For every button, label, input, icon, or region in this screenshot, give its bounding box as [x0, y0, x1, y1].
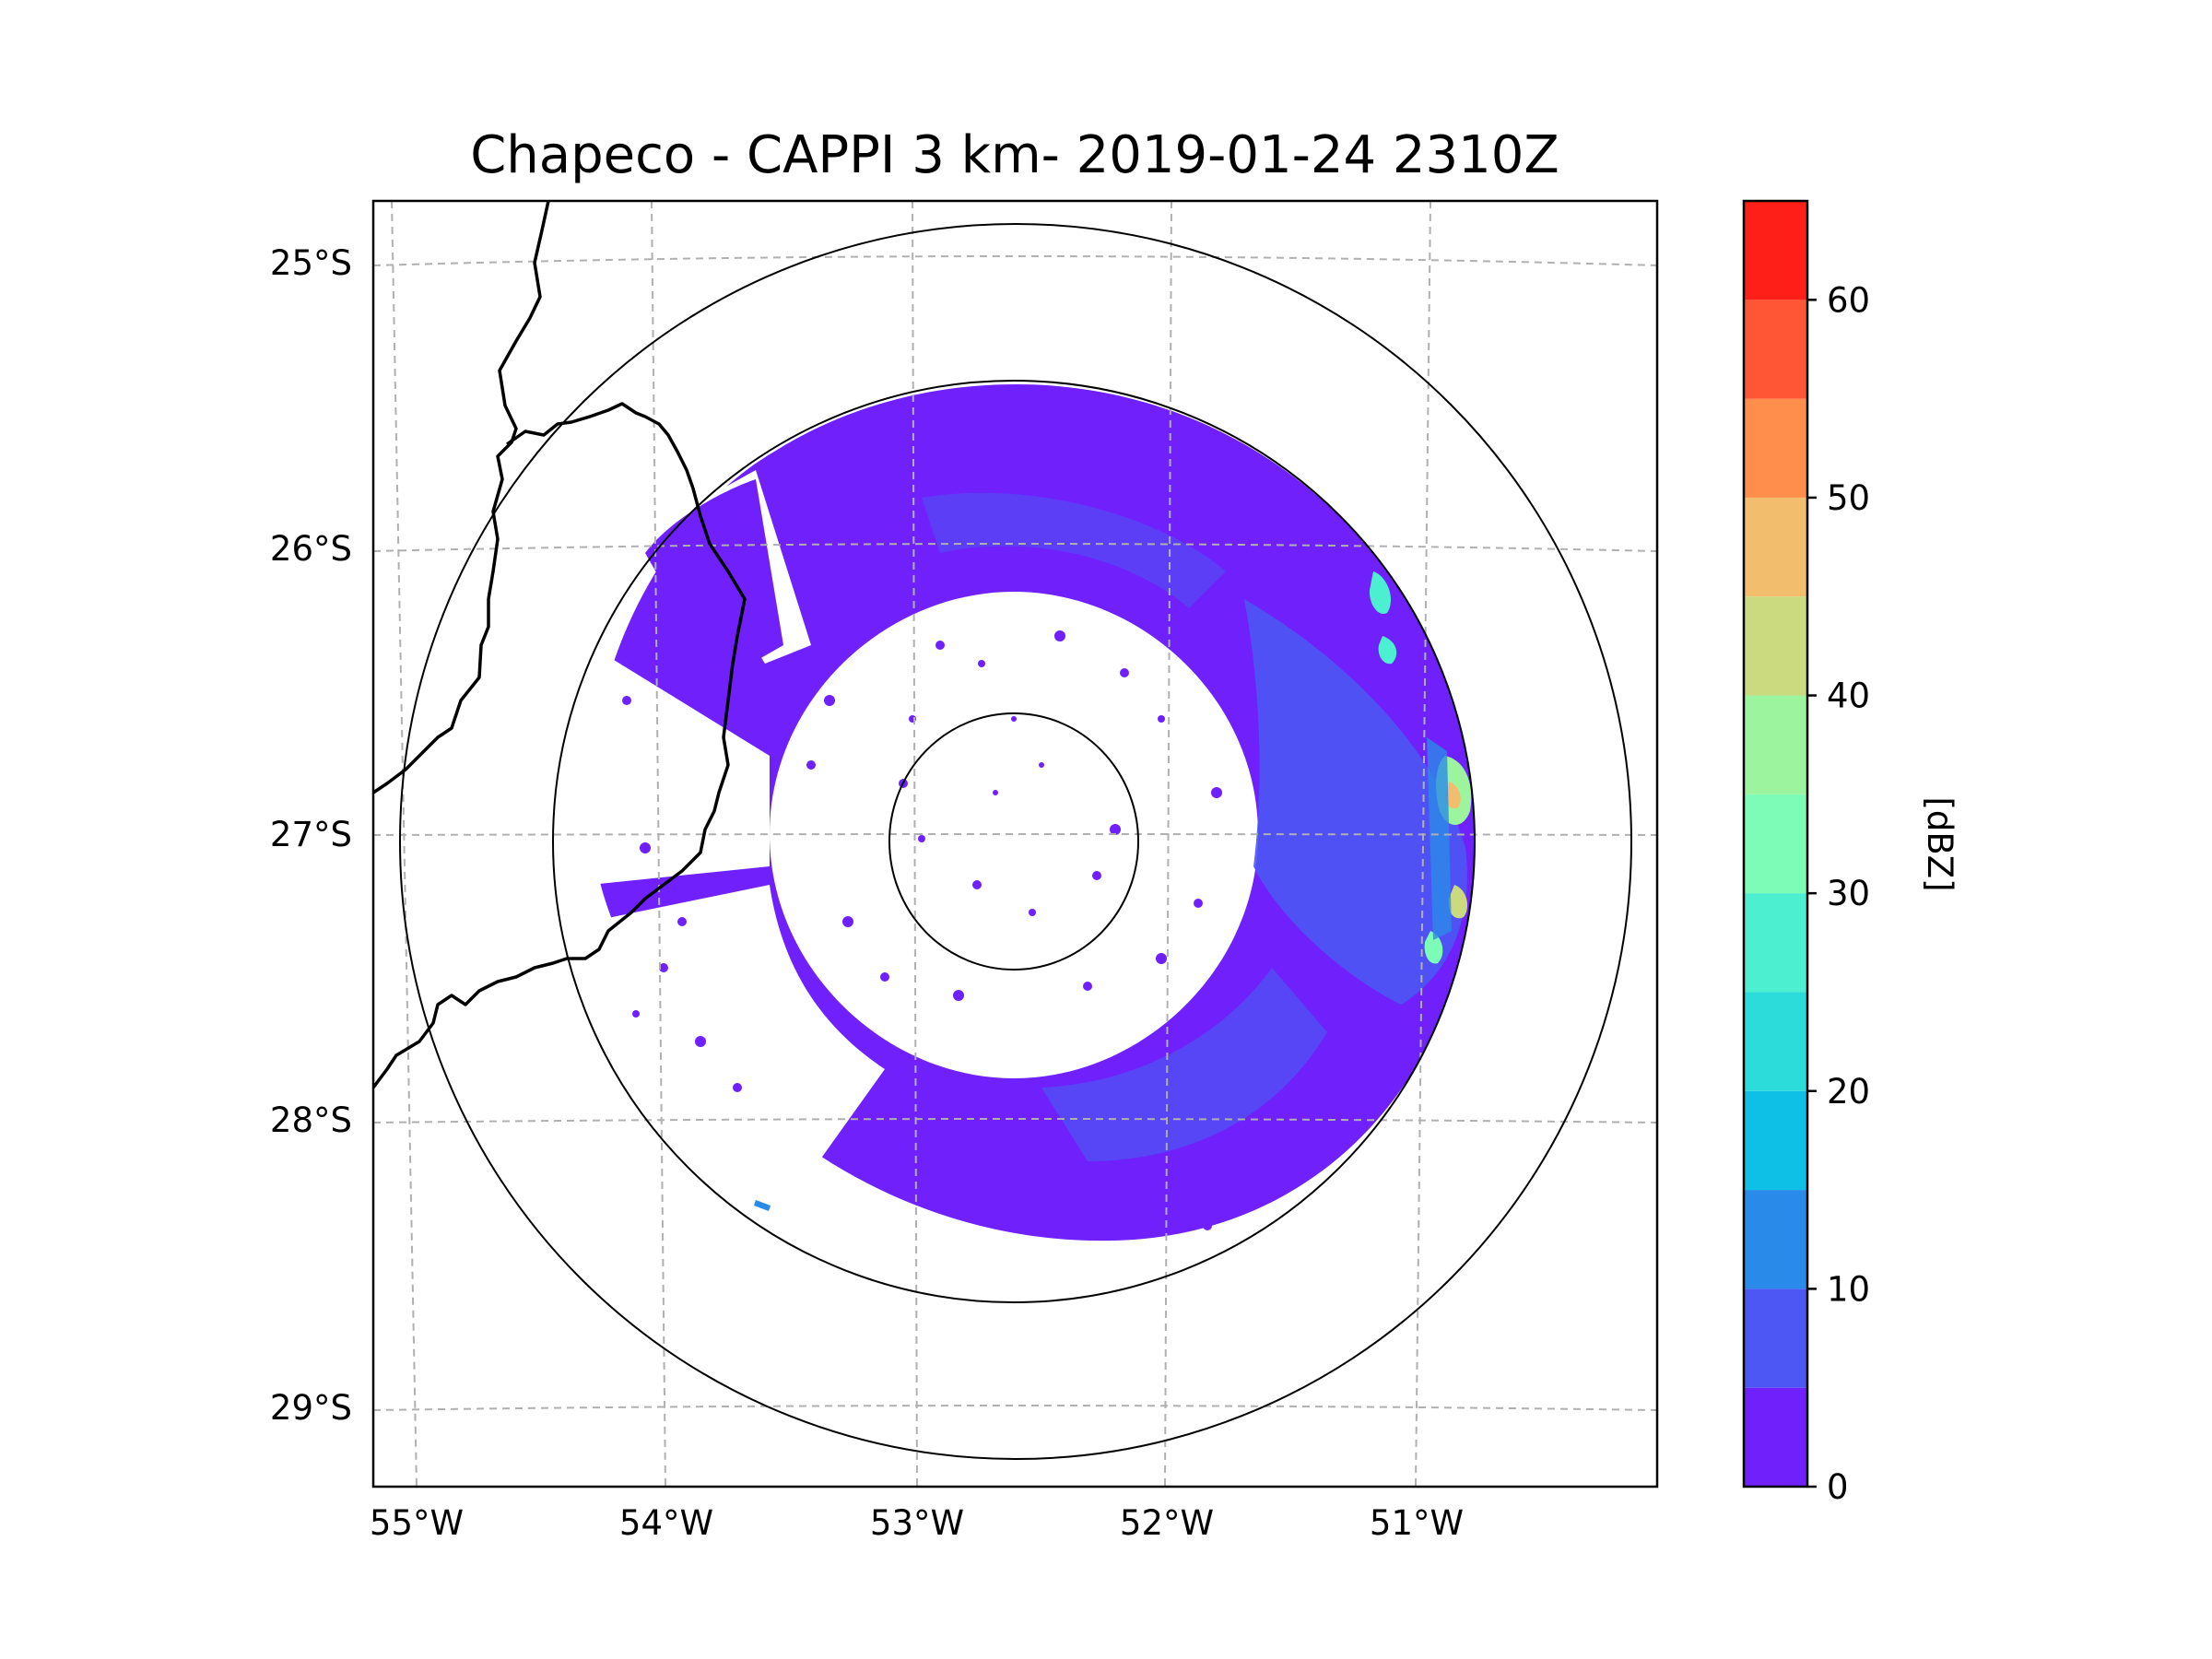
lon-label-54w: 54°W	[619, 1503, 713, 1543]
colorbar-band-4	[1744, 992, 1807, 1091]
echo-isolated-cell	[754, 1200, 771, 1211]
colorbar-band-6	[1744, 794, 1807, 894]
lon-label-53w: 53°W	[870, 1503, 964, 1543]
echo-block-northwest	[645, 479, 783, 682]
colorbar-frame	[1742, 199, 1809, 1488]
lat-label-26s: 26°S	[270, 529, 352, 569]
political-borders	[373, 201, 747, 1089]
echo-moderate-east	[1244, 599, 1467, 1005]
range-ring-outer	[399, 223, 1632, 1460]
longitude-labels: 55°W 54°W 53°W 52°W 51°W	[370, 1503, 1464, 1543]
lon-label-51w: 51°W	[1370, 1503, 1464, 1543]
colorbar-tick-label: 40	[1827, 677, 1870, 716]
lon-label-52w: 52°W	[1120, 1503, 1214, 1543]
colorbar-ticks: 0 10 20 30 40 50 60	[1807, 280, 1870, 1507]
colorbar-band-1	[1744, 1288, 1807, 1388]
map-title: Chapeco - CAPPI 3 km- 2019-01-24 2310Z	[470, 125, 1559, 185]
border-argentina-brazil	[373, 201, 550, 794]
graticule-lines	[373, 201, 1657, 1487]
colorbar-bands	[1744, 201, 1807, 1487]
colorbar-band-5	[1744, 893, 1807, 993]
colorbar-tick-label: 10	[1827, 1269, 1870, 1309]
echo-edge-band	[1427, 737, 1452, 940]
lon-label-55w: 55°W	[370, 1503, 464, 1543]
colorbar-band-3	[1744, 1090, 1807, 1191]
range-ring-inner	[888, 712, 1139, 971]
map-area	[373, 201, 1657, 1487]
echo-speckles-inner	[622, 630, 1222, 1230]
echo-gap-west	[590, 645, 770, 885]
reflectivity-echoes	[590, 384, 1475, 1241]
colorbar-band-9	[1744, 497, 1807, 597]
colorbar-band-0	[1744, 1387, 1807, 1487]
colorbar-tick-label: 60	[1827, 280, 1870, 320]
lat-label-29s: 29°S	[270, 1388, 352, 1428]
echo-core-moderate-2	[1378, 636, 1397, 665]
colorbar-band-11	[1744, 300, 1807, 399]
colorbar-band-2	[1744, 1190, 1807, 1289]
colorbar-band-7	[1744, 695, 1807, 794]
colorbar-tick-label: 50	[1827, 478, 1870, 518]
echo-core-strong-2	[1445, 782, 1461, 809]
lat-label-27s: 27°S	[270, 815, 352, 854]
colorbar-tick-label: 0	[1827, 1467, 1849, 1507]
latitude-labels: 25°S 26°S 27°S 28°S 29°S	[270, 243, 352, 1428]
echo-moderate-south	[1041, 968, 1327, 1161]
echo-moderate-north	[922, 492, 1226, 608]
echo-core-moderate-1	[1369, 571, 1392, 614]
colorbar-band-8	[1744, 596, 1807, 696]
border-state-line	[373, 402, 747, 1089]
colorbar-tick-label: 20	[1827, 1072, 1870, 1112]
colorbar-label: [dBZ]	[1920, 796, 1959, 891]
lat-label-25s: 25°S	[270, 243, 352, 283]
range-ring-middle	[552, 380, 1476, 1303]
colorbar: 0 10 20 30 40 50 60 [dBZ]	[1742, 199, 1959, 1507]
echo-core-moderate-3	[1424, 931, 1443, 964]
colorbar-band-10	[1744, 398, 1807, 498]
colorbar-tick-label: 30	[1827, 874, 1870, 913]
map-frame	[371, 199, 1659, 1488]
range-rings	[399, 223, 1632, 1460]
colorbar-band-12	[1744, 201, 1807, 300]
lat-label-28s: 28°S	[270, 1100, 352, 1140]
echo-core-strong-3	[1448, 885, 1468, 919]
